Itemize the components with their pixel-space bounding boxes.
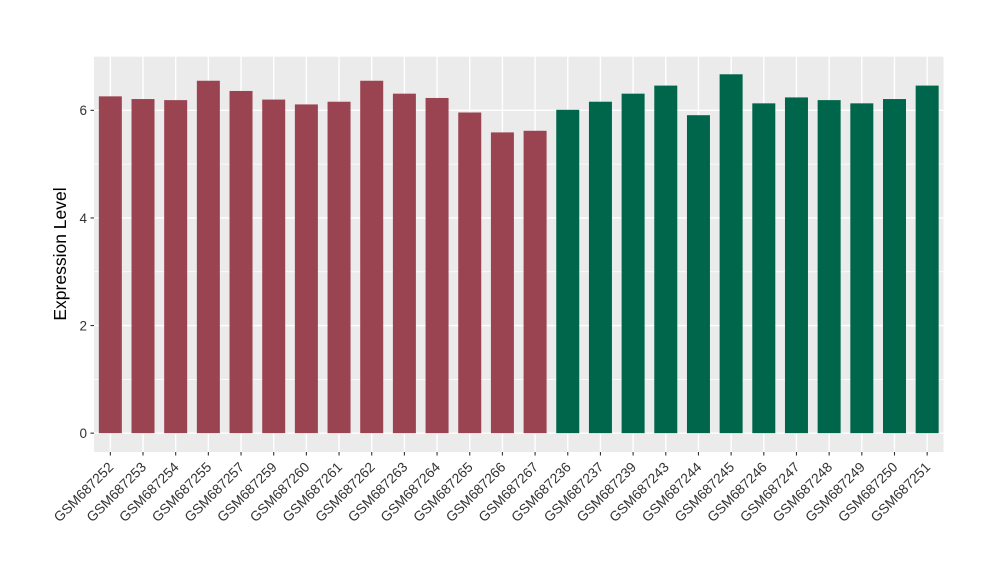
y-tick-label: 6 — [79, 103, 87, 118]
bar — [850, 103, 874, 434]
bar — [196, 80, 220, 434]
bar — [719, 74, 743, 434]
bar — [882, 99, 906, 434]
bar — [425, 97, 449, 434]
bar — [784, 97, 808, 434]
bar — [327, 101, 351, 434]
bar — [588, 101, 612, 434]
y-tick-label: 2 — [79, 318, 87, 333]
bar — [458, 112, 482, 434]
bar — [294, 104, 318, 434]
bar — [621, 93, 645, 434]
y-tick-label: 0 — [79, 426, 87, 441]
bar — [164, 100, 188, 434]
bar — [392, 93, 416, 434]
plot-panel — [94, 56, 944, 452]
bar — [360, 80, 384, 434]
bar — [752, 103, 776, 434]
bar — [523, 130, 547, 434]
y-tick-label: 4 — [79, 211, 87, 226]
y-axis-title: Expression Level — [50, 187, 70, 320]
bar — [229, 90, 253, 434]
bar — [131, 99, 155, 434]
bar — [686, 115, 710, 434]
bar — [490, 132, 514, 434]
bar — [262, 99, 286, 434]
bar — [915, 85, 939, 434]
bar — [556, 109, 580, 434]
bar — [98, 96, 122, 434]
bar — [654, 85, 678, 434]
bar — [817, 100, 841, 434]
